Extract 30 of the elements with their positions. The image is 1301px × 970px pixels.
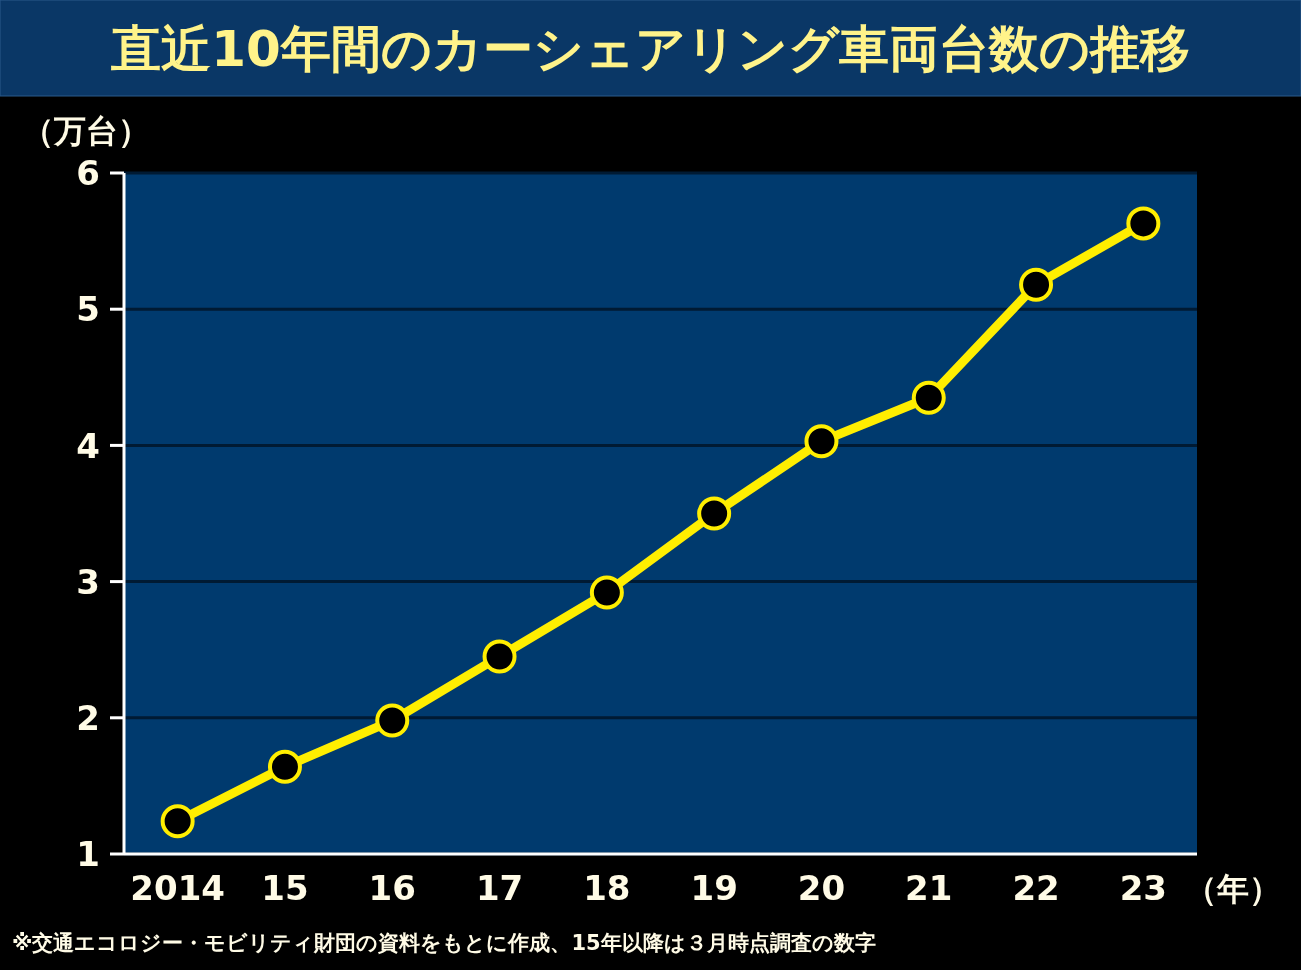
- point: [160, 804, 195, 839]
- x-tick-label: 21: [905, 868, 953, 908]
- point: [911, 380, 946, 415]
- point: [697, 496, 732, 531]
- x-tick-label: 18: [583, 868, 631, 908]
- x-tick-label: 19: [690, 868, 738, 908]
- y-tick-label: 4: [76, 425, 100, 466]
- x-axis-title: （年）: [1185, 870, 1282, 908]
- x-tick-label: 20: [797, 868, 846, 908]
- point: [804, 424, 839, 459]
- y-tick-label: 3: [76, 561, 100, 602]
- text: ※交通エコロジー・モビリティ財団の資料をもとに作成、15年以降は３月時点調査の数字: [12, 931, 876, 955]
- x-tick-label: 15: [261, 868, 309, 908]
- y-tick-label: 5: [76, 289, 100, 330]
- x-tick-label: 22: [1012, 868, 1060, 908]
- x-tick-label: 17: [475, 868, 524, 908]
- y-tick-label: 2: [76, 698, 100, 739]
- point: [1126, 206, 1161, 241]
- x-tick-label: 23: [1119, 868, 1168, 908]
- x-tick-label: 2014: [130, 868, 225, 908]
- chart-title: 直近10年間のカーシェアリング車両台数の推移: [110, 20, 1190, 78]
- x-tick-label: 16: [368, 868, 416, 908]
- y-axis-title: （万台）: [22, 112, 150, 150]
- point: [589, 575, 624, 610]
- point: [482, 639, 517, 674]
- point: [375, 703, 410, 738]
- y-tick-label: 1: [76, 834, 100, 875]
- point: [267, 749, 302, 784]
- y-tick-label: 6: [76, 153, 100, 194]
- point: [1019, 267, 1054, 302]
